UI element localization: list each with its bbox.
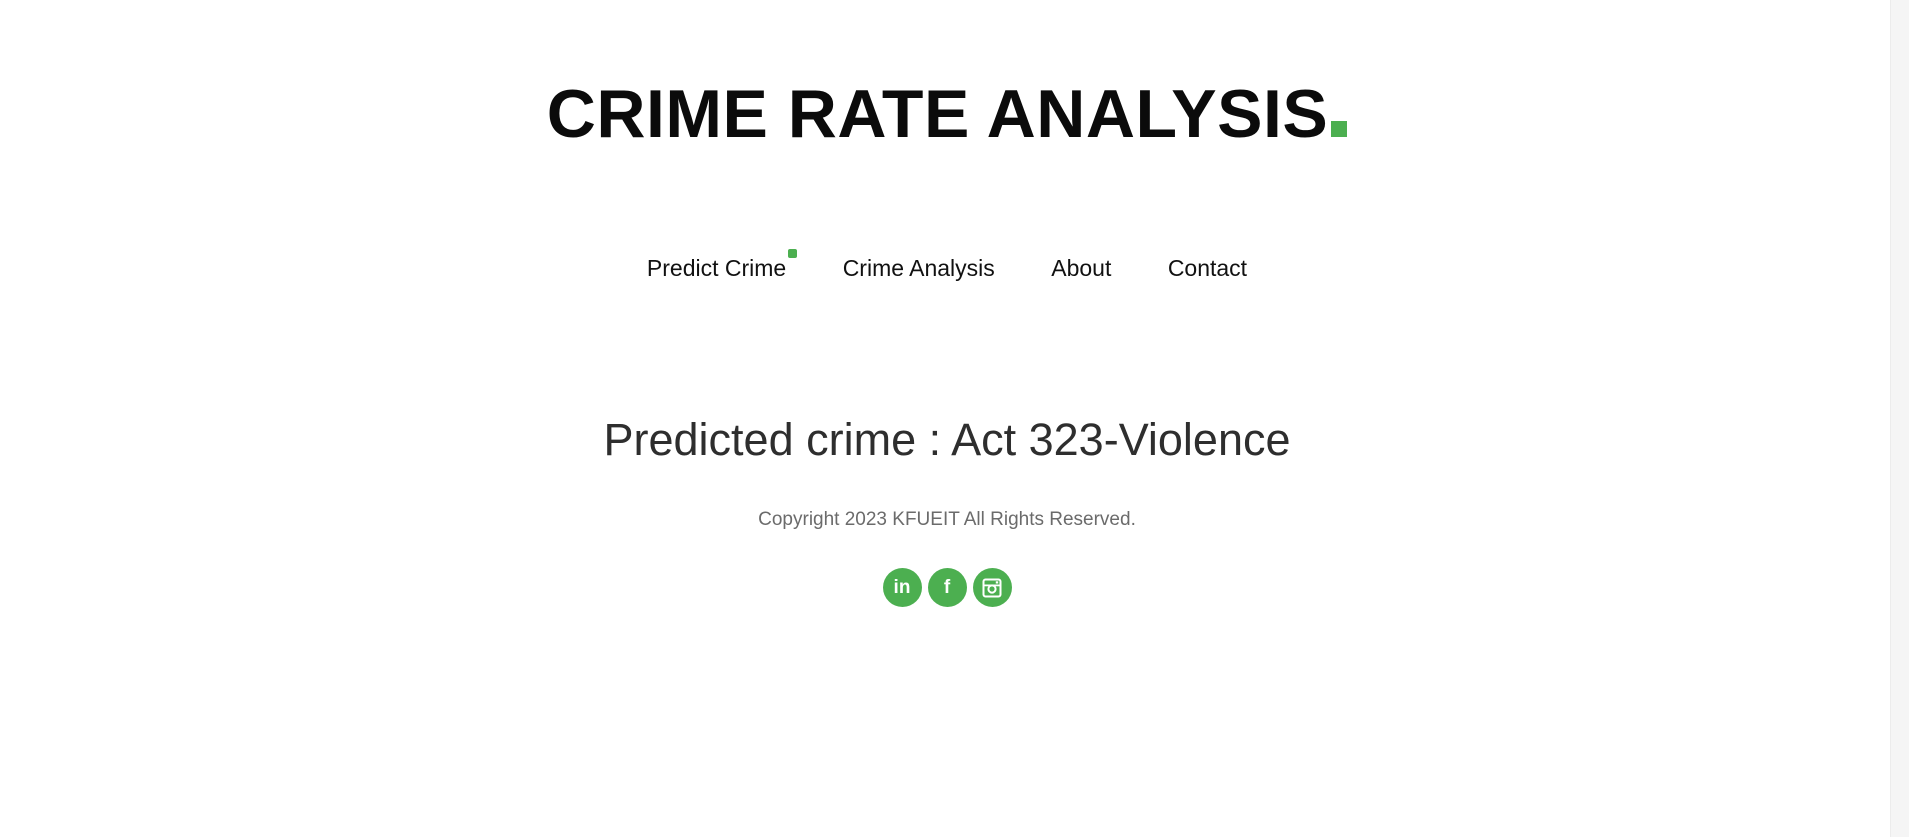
linkedin-button[interactable]: in [882,568,922,607]
logo-accent-dot [1331,121,1348,137]
nav-item-label: Predict Crime [646,255,787,281]
facebook-button[interactable]: f [927,568,967,607]
active-indicator-dot [788,249,798,258]
main-nav: Predict Crime Crime Analysis About Conta… [0,249,1894,286]
nav-item-label: Contact [1167,255,1248,281]
vertical-scrollbar[interactable] [1890,0,1909,837]
nav-item-crime-analysis[interactable]: Crime Analysis [843,250,995,286]
instagram-icon [982,578,1002,597]
logo-text: CRIME RATE ANALYSIS [546,76,1329,152]
copyright-text: Copyright 2023 KFUEIT All Rights Reserve… [758,509,1136,530]
nav-item-contact[interactable]: Contact [1168,250,1247,286]
nav-item-predict-crime[interactable]: Predict Crime [646,249,798,286]
prediction-result: Predicted crime : Act 323-Violence [603,414,1291,465]
instagram-button[interactable] [972,568,1012,607]
nav-item-label: Crime Analysis [842,255,995,281]
linkedin-icon: in [893,576,911,598]
nav-item-label: About [1051,255,1112,281]
nav-item-about[interactable]: About [1051,250,1111,286]
site-logo[interactable]: CRIME RATE ANALYSIS [0,72,1894,156]
facebook-icon: f [943,576,951,598]
social-links: in f [0,568,1894,607]
